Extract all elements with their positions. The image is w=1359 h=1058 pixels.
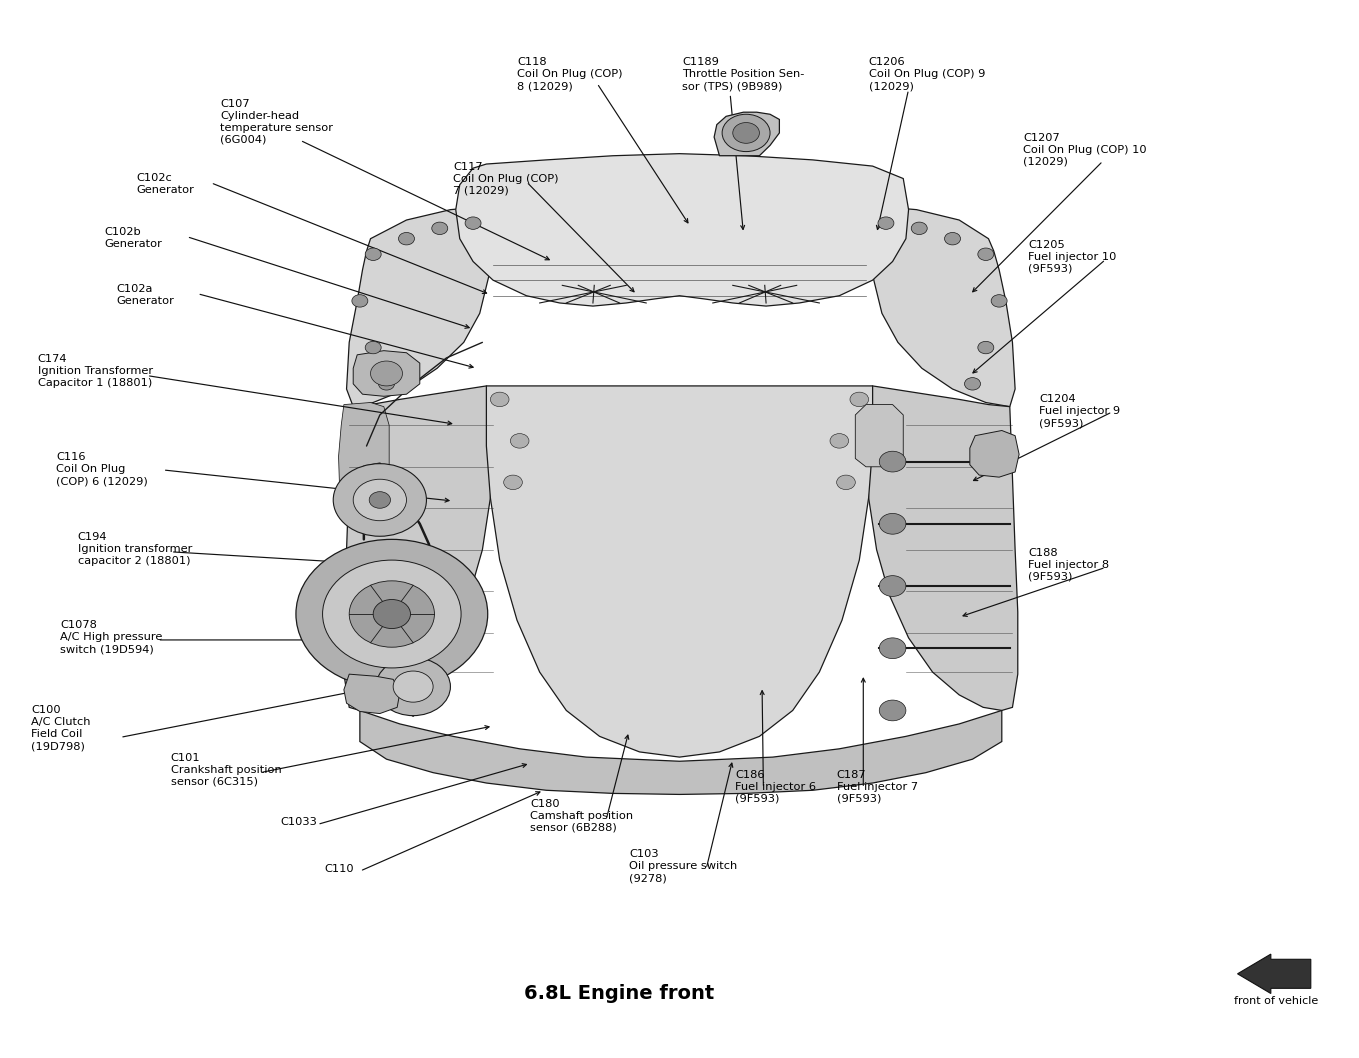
Polygon shape (487, 386, 872, 758)
Circle shape (491, 393, 510, 406)
Circle shape (366, 342, 381, 353)
Circle shape (398, 233, 414, 244)
Circle shape (511, 434, 529, 449)
Polygon shape (338, 402, 389, 513)
Circle shape (333, 463, 427, 536)
Circle shape (912, 222, 927, 235)
Circle shape (879, 451, 906, 472)
Circle shape (837, 475, 855, 490)
Circle shape (432, 222, 447, 235)
Text: C1205
Fuel injector 10
(9F593): C1205 Fuel injector 10 (9F593) (1029, 240, 1117, 274)
Polygon shape (455, 153, 909, 306)
Text: C174
Ignition Transformer
Capacitor 1 (18801): C174 Ignition Transformer Capacitor 1 (1… (38, 353, 152, 388)
Circle shape (353, 479, 406, 521)
Text: C107
Cylinder-head
temperature sensor
(6G004): C107 Cylinder-head temperature sensor (6… (220, 98, 333, 145)
Circle shape (879, 700, 906, 720)
Text: C1207
Coil On Plug (COP) 10
(12029): C1207 Coil On Plug (COP) 10 (12029) (1023, 133, 1147, 167)
Circle shape (366, 248, 381, 260)
Text: C101
Crankshaft position
sensor (6C315): C101 Crankshaft position sensor (6C315) (171, 753, 281, 787)
Text: C188
Fuel injector 8
(9F593): C188 Fuel injector 8 (9F593) (1029, 548, 1109, 582)
Circle shape (370, 492, 390, 508)
Polygon shape (360, 711, 1002, 795)
Circle shape (945, 233, 961, 244)
Polygon shape (970, 431, 1019, 477)
Polygon shape (344, 674, 400, 713)
Text: C1078
A/C High pressure
switch (19D594): C1078 A/C High pressure switch (19D594) (60, 620, 163, 654)
Text: C116
Coil On Plug
(COP) 6 (12029): C116 Coil On Plug (COP) 6 (12029) (56, 452, 148, 487)
Circle shape (371, 361, 402, 386)
Text: C1033: C1033 (280, 817, 317, 827)
Circle shape (733, 123, 760, 143)
Text: C194
Ignition transformer
capacitor 2 (18801): C194 Ignition transformer capacitor 2 (1… (77, 532, 192, 566)
Polygon shape (866, 386, 1018, 711)
Circle shape (849, 393, 868, 406)
Circle shape (322, 560, 461, 668)
Text: C103
Oil pressure switch
(9278): C103 Oil pressure switch (9278) (629, 850, 737, 883)
Text: 6.8L Engine front: 6.8L Engine front (525, 984, 715, 1003)
Circle shape (965, 378, 980, 390)
Text: C186
Fuel injector 6
(9F593): C186 Fuel injector 6 (9F593) (735, 769, 817, 803)
Text: C118
Coil On Plug (COP)
8 (12029): C118 Coil On Plug (COP) 8 (12029) (516, 57, 622, 91)
Circle shape (879, 513, 906, 534)
Circle shape (296, 540, 488, 689)
Circle shape (978, 248, 993, 260)
Text: C180
Camshaft position
sensor (6B288): C180 Camshaft position sensor (6B288) (530, 799, 633, 833)
Circle shape (379, 378, 394, 390)
Circle shape (978, 342, 993, 353)
Circle shape (349, 581, 435, 647)
Circle shape (374, 600, 410, 628)
Circle shape (879, 638, 906, 658)
Polygon shape (353, 350, 420, 397)
Polygon shape (344, 386, 493, 711)
Text: C1189
Throttle Position Sen-
sor (TPS) (9B989): C1189 Throttle Position Sen- sor (TPS) (… (682, 57, 805, 91)
Circle shape (376, 658, 450, 715)
Polygon shape (713, 112, 780, 156)
Text: C110: C110 (323, 864, 353, 874)
Circle shape (465, 217, 481, 230)
Text: C102c
Generator: C102c Generator (136, 174, 194, 196)
Text: C100
A/C Clutch
Field Coil
(19D798): C100 A/C Clutch Field Coil (19D798) (31, 706, 91, 751)
Text: C1206
Coil On Plug (COP) 9
(12029): C1206 Coil On Plug (COP) 9 (12029) (868, 57, 985, 91)
Circle shape (991, 295, 1007, 307)
Text: C187
Fuel injector 7
(9F593): C187 Fuel injector 7 (9F593) (837, 769, 917, 803)
Polygon shape (347, 207, 493, 406)
Circle shape (722, 114, 771, 151)
Polygon shape (868, 207, 1015, 406)
Circle shape (878, 217, 894, 230)
Polygon shape (855, 404, 904, 467)
Circle shape (504, 475, 522, 490)
Text: C102b
Generator: C102b Generator (105, 227, 162, 250)
Text: C1204
Fuel injector 9
(9F593): C1204 Fuel injector 9 (9F593) (1040, 395, 1120, 428)
Circle shape (830, 434, 848, 449)
Circle shape (879, 576, 906, 597)
Text: C102a
Generator: C102a Generator (116, 285, 174, 307)
FancyArrow shape (1238, 954, 1311, 993)
Text: front of vehicle: front of vehicle (1234, 996, 1318, 1005)
Circle shape (393, 671, 434, 703)
Circle shape (352, 295, 368, 307)
Text: C117
Coil On Plug (COP)
7 (12029): C117 Coil On Plug (COP) 7 (12029) (453, 162, 559, 196)
